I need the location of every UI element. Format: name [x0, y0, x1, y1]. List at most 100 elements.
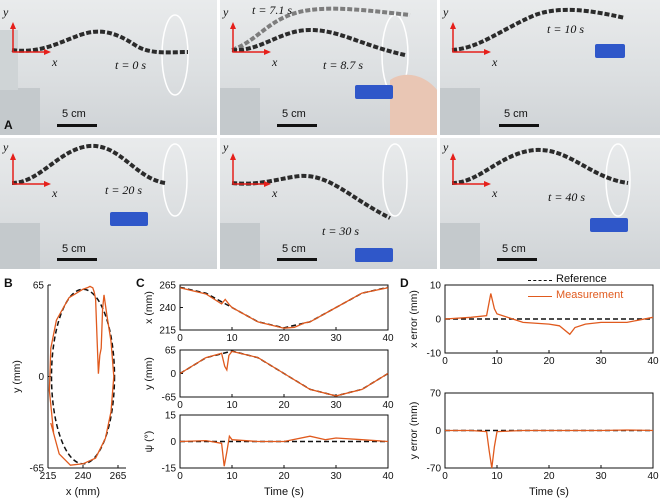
axis-x-label: x	[492, 186, 498, 200]
scale-bar-label: 5 cm	[62, 108, 86, 120]
time-label: t = 10 s	[547, 22, 585, 36]
axis-y-label: y	[443, 140, 449, 154]
time-label: t = 20 s	[105, 183, 143, 197]
y-tick-label: 240	[159, 303, 176, 314]
y-tick-label: 0	[170, 369, 176, 380]
photo-frame-t0: y x t = 0 s 5 cm A	[0, 0, 217, 135]
plot-frame	[179, 349, 389, 398]
y-tick-label: 65	[33, 281, 45, 292]
legend: Reference Measurement	[528, 273, 658, 305]
reference-line	[179, 286, 389, 329]
plot-frame	[444, 392, 654, 469]
legend-entry-measurement: Measurement	[528, 289, 658, 304]
axis-x-label: x	[52, 55, 58, 69]
x-tick-label: 40	[382, 471, 394, 482]
x-tick-label: 20	[543, 471, 555, 482]
y-tick-label: -65	[162, 393, 177, 404]
measurement-line	[179, 350, 389, 397]
y-tick-label: 15	[165, 411, 177, 422]
scale-bar-label: 5 cm	[62, 243, 86, 255]
y-tick-label: 10	[430, 281, 442, 292]
x-tick-label: 40	[647, 356, 659, 367]
measurement-line	[48, 285, 115, 466]
x-tick-label: 20	[278, 471, 290, 482]
photo-frame-t30: y x t = 30 s 5 cm	[220, 138, 437, 269]
measurement-line	[179, 434, 389, 467]
photo-frame-t40: y x t = 40 s 5 cm	[440, 138, 660, 269]
x-tick-label: 10	[491, 356, 503, 367]
axis-y-label: y	[223, 5, 229, 19]
y-tick-label: 0	[170, 437, 176, 448]
axis-y-label: y	[3, 5, 9, 19]
scale-bar	[499, 124, 539, 127]
legend-label-reference: Reference	[556, 273, 607, 285]
scale-bar	[497, 258, 537, 261]
x-tick-label: 30	[330, 333, 342, 344]
scale-bar	[277, 124, 317, 127]
x-tick-label: 40	[382, 333, 394, 344]
photo-frame-t10: y x t = 10 s 5 cm	[440, 0, 660, 135]
time-label: t = 40 s	[548, 190, 586, 204]
measurement-line	[179, 287, 389, 329]
x-tick-label: 30	[330, 400, 342, 411]
y-axis-label: y (mm)	[143, 357, 155, 390]
y-axis-label: ψ (°)	[143, 431, 155, 453]
y-tick-label: 65	[165, 346, 177, 357]
axis-x-label: x	[272, 55, 278, 69]
axis-y-label: y	[3, 140, 9, 154]
axis-x-label: x	[272, 186, 278, 200]
y-tick-label: -15	[162, 464, 177, 475]
y-axis-label: y error (mm)	[408, 402, 420, 460]
panel-label-d: D	[400, 276, 409, 290]
axis-x-label: x	[52, 186, 58, 200]
time-label: t = 8.7 s	[323, 58, 364, 72]
x-tick-label: 30	[330, 471, 342, 482]
scale-bar-label: 5 cm	[282, 243, 306, 255]
y-axis-label: y (mm)	[11, 360, 23, 393]
x-tick-label: 10	[226, 333, 238, 344]
scale-bar	[57, 258, 97, 261]
measurement-line	[445, 429, 654, 469]
y-tick-label: 265	[159, 281, 176, 292]
x-tick-label: 0	[177, 471, 183, 482]
scale-bar	[277, 258, 317, 261]
y-tick-label: -70	[427, 464, 442, 475]
y-tick-label: -10	[427, 349, 442, 360]
y-tick-label: 215	[159, 326, 176, 337]
x-tick-label: 240	[75, 471, 92, 482]
plot-frame	[179, 414, 389, 469]
legend-label-measurement: Measurement	[556, 289, 624, 301]
y-tick-label: 0	[435, 426, 441, 437]
scale-bar-label: 5 cm	[282, 108, 306, 120]
axis-x-label: x	[492, 55, 498, 69]
reference-line	[50, 288, 116, 465]
scale-bar-label: 5 cm	[504, 108, 528, 120]
x-tick-label: 0	[442, 471, 448, 482]
x-tick-label: 0	[442, 356, 448, 367]
x-axis-label: Time (s)	[264, 486, 304, 498]
panel-label-a: A	[4, 118, 13, 132]
y-axis-label: x error (mm)	[408, 290, 420, 348]
x-tick-label: 20	[543, 356, 555, 367]
y-tick-label: -65	[30, 464, 45, 475]
y-tick-label: 0	[38, 372, 44, 383]
photo-frame-t8: y x t = 7.1 s t = 8.7 s 5 cm	[220, 0, 437, 135]
x-tick-label: 10	[226, 471, 238, 482]
x-tick-label: 40	[647, 471, 659, 482]
legend-entry-reference: Reference	[528, 273, 658, 288]
x-tick-label: 265	[110, 471, 127, 482]
x-axis-label: Time (s)	[529, 486, 569, 498]
x-tick-label: 10	[226, 400, 238, 411]
time-label: t = 7.1 s	[252, 3, 293, 17]
photo-frame-t20: y x t = 20 s 5 cm	[0, 138, 217, 269]
panel-label-c: C	[136, 276, 145, 290]
x-tick-label: 0	[177, 400, 183, 411]
axis-y-label: y	[443, 5, 449, 19]
x-axis-label: x (mm)	[66, 486, 100, 498]
panel-label-b: B	[4, 276, 13, 290]
x-tick-label: 20	[278, 400, 290, 411]
scale-bar	[57, 124, 97, 127]
y-tick-label: 70	[430, 389, 442, 400]
x-tick-label: 20	[278, 333, 290, 344]
x-tick-label: 30	[595, 471, 607, 482]
